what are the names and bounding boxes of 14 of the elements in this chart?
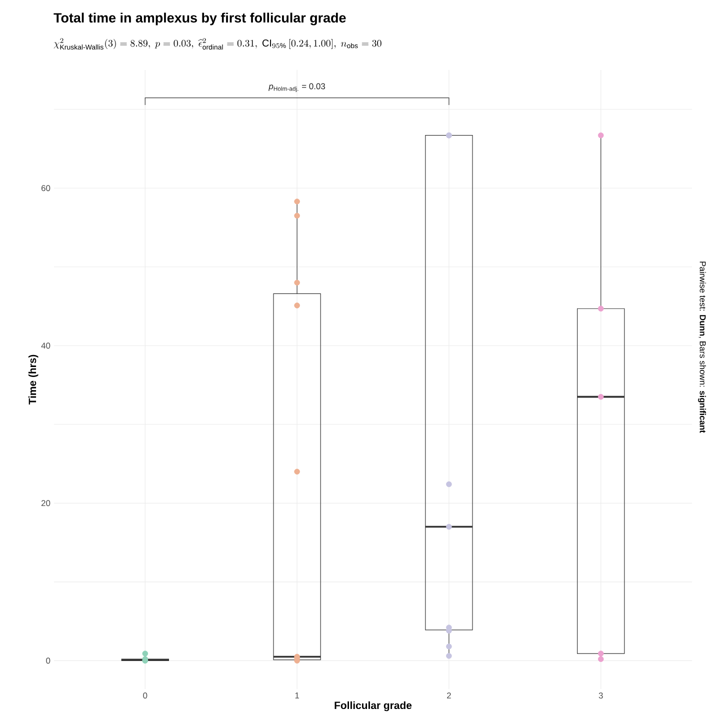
annotation: p$_{Holm-adj.}$ = 0.03	[268, 83, 326, 92]
chart-title: Total time in amplexus by first follicular grade	[54, 12, 346, 26]
text: Pairwise test: Dunn, Bars shown: significant	[698, 262, 706, 433]
y-axis-title: Time (hrs)	[28, 354, 38, 405]
chart-subtitle: $\chi^{2}_{\text{Kruskal-Wallis}}(3) = 8.89,\ p = 0.03,\ \widehat{\epsilon}^{2}_{\text{ordinal}} = 0.31,\ \text{CI}_{95\%}\,[0.24, 1.00],\ n_{\text{obs}} = 30$	[54, 38, 382, 50]
y-tick-label: 40	[41, 342, 50, 349]
x-tick-label: 2	[447, 692, 451, 698]
y-tick-label: 20	[41, 500, 50, 506]
y-tick-label: 0	[46, 658, 50, 664]
x-tick-label: 3	[598, 692, 603, 699]
x-tick-label: 1	[295, 692, 299, 698]
x-tick-label: 0	[143, 692, 148, 699]
x-axis-title: Follicular grade	[334, 701, 412, 712]
y-tick-label: 60	[42, 185, 50, 192]
